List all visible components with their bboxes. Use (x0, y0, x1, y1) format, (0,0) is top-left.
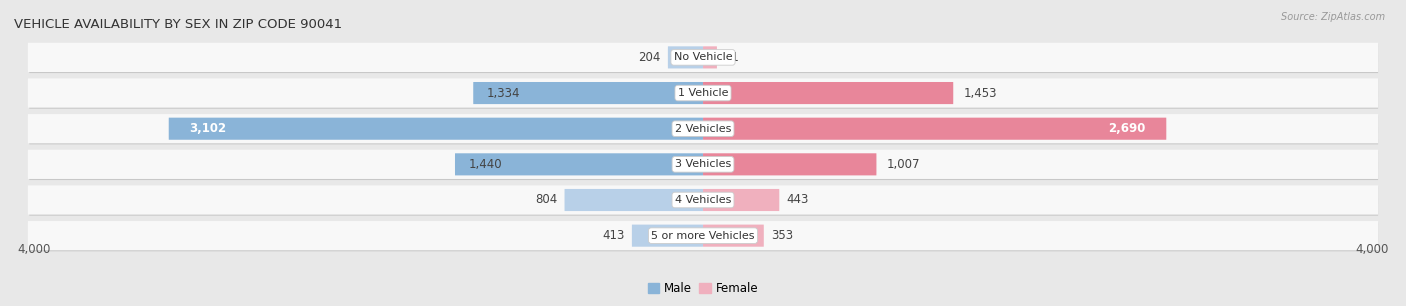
FancyBboxPatch shape (474, 82, 703, 104)
FancyBboxPatch shape (456, 153, 703, 175)
Text: Source: ZipAtlas.com: Source: ZipAtlas.com (1281, 12, 1385, 22)
Text: 3,102: 3,102 (190, 122, 226, 135)
Legend: Male, Female: Male, Female (643, 277, 763, 300)
FancyBboxPatch shape (703, 153, 876, 175)
Text: 353: 353 (770, 229, 793, 242)
FancyBboxPatch shape (703, 225, 763, 247)
Text: 443: 443 (786, 193, 808, 207)
FancyBboxPatch shape (28, 78, 1378, 108)
FancyBboxPatch shape (30, 44, 1378, 73)
FancyBboxPatch shape (169, 118, 703, 140)
FancyBboxPatch shape (28, 114, 1378, 143)
Text: 4,000: 4,000 (1355, 243, 1389, 256)
FancyBboxPatch shape (30, 222, 1378, 251)
FancyBboxPatch shape (28, 221, 1378, 250)
FancyBboxPatch shape (631, 225, 703, 247)
FancyBboxPatch shape (703, 118, 1167, 140)
Text: No Vehicle: No Vehicle (673, 52, 733, 62)
Text: 204: 204 (638, 51, 661, 64)
Text: 2,690: 2,690 (1108, 122, 1146, 135)
Text: 1,334: 1,334 (486, 87, 520, 99)
FancyBboxPatch shape (30, 80, 1378, 109)
Text: VEHICLE AVAILABILITY BY SEX IN ZIP CODE 90041: VEHICLE AVAILABILITY BY SEX IN ZIP CODE … (14, 18, 342, 32)
Text: 804: 804 (536, 193, 558, 207)
Text: 1 Vehicle: 1 Vehicle (678, 88, 728, 98)
FancyBboxPatch shape (30, 186, 1378, 216)
FancyBboxPatch shape (703, 189, 779, 211)
Text: 2 Vehicles: 2 Vehicles (675, 124, 731, 134)
FancyBboxPatch shape (28, 43, 1378, 72)
Text: 4 Vehicles: 4 Vehicles (675, 195, 731, 205)
FancyBboxPatch shape (703, 46, 717, 69)
Text: 413: 413 (603, 229, 626, 242)
FancyBboxPatch shape (28, 185, 1378, 215)
Text: 1,440: 1,440 (468, 158, 502, 171)
Text: 1,453: 1,453 (963, 87, 997, 99)
Text: 81: 81 (724, 51, 738, 64)
FancyBboxPatch shape (30, 151, 1378, 180)
FancyBboxPatch shape (30, 115, 1378, 144)
FancyBboxPatch shape (703, 82, 953, 104)
Text: 3 Vehicles: 3 Vehicles (675, 159, 731, 169)
FancyBboxPatch shape (668, 46, 703, 69)
FancyBboxPatch shape (565, 189, 703, 211)
FancyBboxPatch shape (28, 150, 1378, 179)
Text: 1,007: 1,007 (887, 158, 921, 171)
Text: 4,000: 4,000 (17, 243, 51, 256)
Text: 5 or more Vehicles: 5 or more Vehicles (651, 231, 755, 241)
